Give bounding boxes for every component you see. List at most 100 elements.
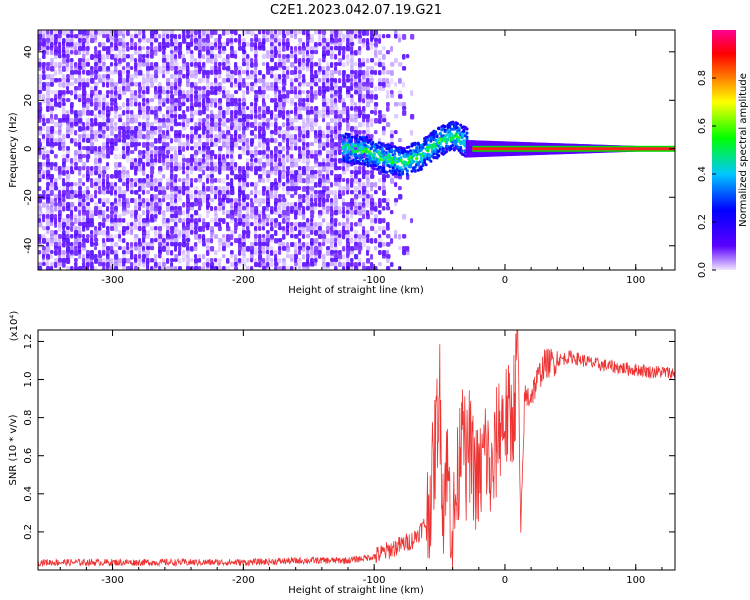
heatmap-cell [114, 30, 118, 36]
heatmap-cell [310, 186, 315, 192]
heatmap-cell [182, 210, 186, 216]
heatmap-cell [234, 122, 239, 127]
heatmap-cell [338, 126, 342, 131]
heatmap-cell [234, 214, 239, 219]
heatmap-cell [90, 98, 94, 104]
heatmap-cell [290, 182, 295, 187]
heatmap-cell [226, 266, 230, 270]
heatmap-cell [202, 190, 207, 195]
heatmap-cell [314, 262, 318, 267]
heatmap-cell [70, 254, 74, 259]
heatmap-cell [166, 94, 170, 99]
heatmap-cell [330, 130, 334, 135]
heatmap-cell [214, 138, 219, 143]
heatmap-cell [230, 110, 234, 116]
heatmap-cell [70, 58, 74, 63]
heatmap-cell [354, 90, 359, 95]
heatmap-cell [362, 86, 367, 92]
heatmap-cell [82, 154, 86, 159]
heatmap-cell [270, 162, 274, 167]
heatmap-cell [310, 254, 314, 259]
heatmap-cell [106, 122, 110, 128]
heatmap-cell [110, 86, 115, 91]
heatmap-cell [94, 70, 99, 75]
heatmap-cell [62, 250, 66, 256]
heatmap-cell [94, 30, 98, 35]
heatmap-cell [198, 178, 203, 183]
heatmap-cell [90, 86, 94, 92]
heatmap-cell [114, 234, 119, 239]
heatmap-cell [254, 90, 259, 95]
heatmap-cell [266, 118, 271, 123]
heatmap-cell [250, 198, 254, 203]
heatmap-cell [206, 206, 210, 211]
heatmap-cell [314, 94, 318, 100]
heatmap-cell [54, 230, 58, 235]
heatmap-cell [382, 54, 386, 60]
heatmap-cell [254, 182, 259, 187]
heatmap-cell [238, 86, 242, 91]
heatmap-cell [158, 206, 162, 211]
heatmap-cell [342, 70, 346, 75]
heatmap-cell [154, 186, 159, 192]
heatmap-cell [326, 134, 330, 139]
heatmap-cell [457, 127, 461, 131]
heatmap-cell [346, 238, 350, 244]
heatmap-cell [130, 250, 134, 256]
heatmap-cell [310, 242, 314, 247]
heatmap-cell [298, 178, 303, 183]
heatmap-cell [350, 98, 354, 103]
heatmap-cell [347, 156, 351, 160]
heatmap-cell [150, 42, 154, 47]
heatmap-cell [282, 186, 286, 192]
heatmap-cell [122, 262, 126, 267]
heatmap-cell [98, 178, 102, 184]
heatmap-cell [226, 42, 230, 47]
heatmap-cell [262, 234, 266, 239]
heatmap-cell [66, 86, 70, 91]
heatmap-cell [54, 54, 58, 60]
heatmap-cell [338, 150, 342, 156]
heatmap-cell [58, 70, 63, 75]
heatmap-cell [198, 102, 202, 108]
heatmap-cell [266, 218, 270, 223]
heatmap-cell [66, 218, 71, 223]
heatmap-cell [222, 190, 227, 195]
heatmap-cell [226, 154, 230, 159]
heatmap-cell [174, 70, 179, 75]
heatmap-cell [78, 146, 82, 151]
heatmap-cell [118, 190, 122, 195]
heatmap-cell [146, 182, 151, 188]
heatmap-cell [338, 46, 342, 51]
heatmap-cell [374, 106, 378, 111]
heatmap-cell [306, 142, 310, 148]
heatmap-cell [154, 94, 159, 100]
heatmap-cell [142, 170, 146, 176]
heatmap-cell [138, 186, 142, 192]
heatmap-cell [366, 70, 370, 76]
heatmap-cell [66, 62, 70, 68]
heatmap-cell [334, 102, 338, 107]
heatmap-cell [306, 206, 310, 211]
heatmap-cell [38, 106, 43, 112]
heatmap-cell [194, 146, 198, 151]
heatmap-cell [362, 30, 367, 36]
heatmap-cell [390, 178, 395, 184]
heatmap-cell [202, 30, 206, 36]
heatmap-cell [206, 262, 210, 268]
heatmap-cell [330, 38, 335, 44]
heatmap-cell [42, 34, 46, 39]
heatmap-cell [70, 30, 74, 35]
heatmap-cell [410, 34, 415, 40]
heatmap-cell [38, 38, 42, 43]
heatmap-cell [338, 258, 342, 263]
heatmap-cell [358, 114, 362, 119]
heatmap-cell [174, 186, 179, 192]
heatmap-cell [238, 246, 242, 251]
heatmap-cell [102, 54, 106, 60]
heatmap-cell [122, 130, 127, 135]
heatmap-cell [74, 214, 78, 220]
heatmap-cell [222, 134, 227, 139]
heatmap-cell [154, 34, 158, 39]
